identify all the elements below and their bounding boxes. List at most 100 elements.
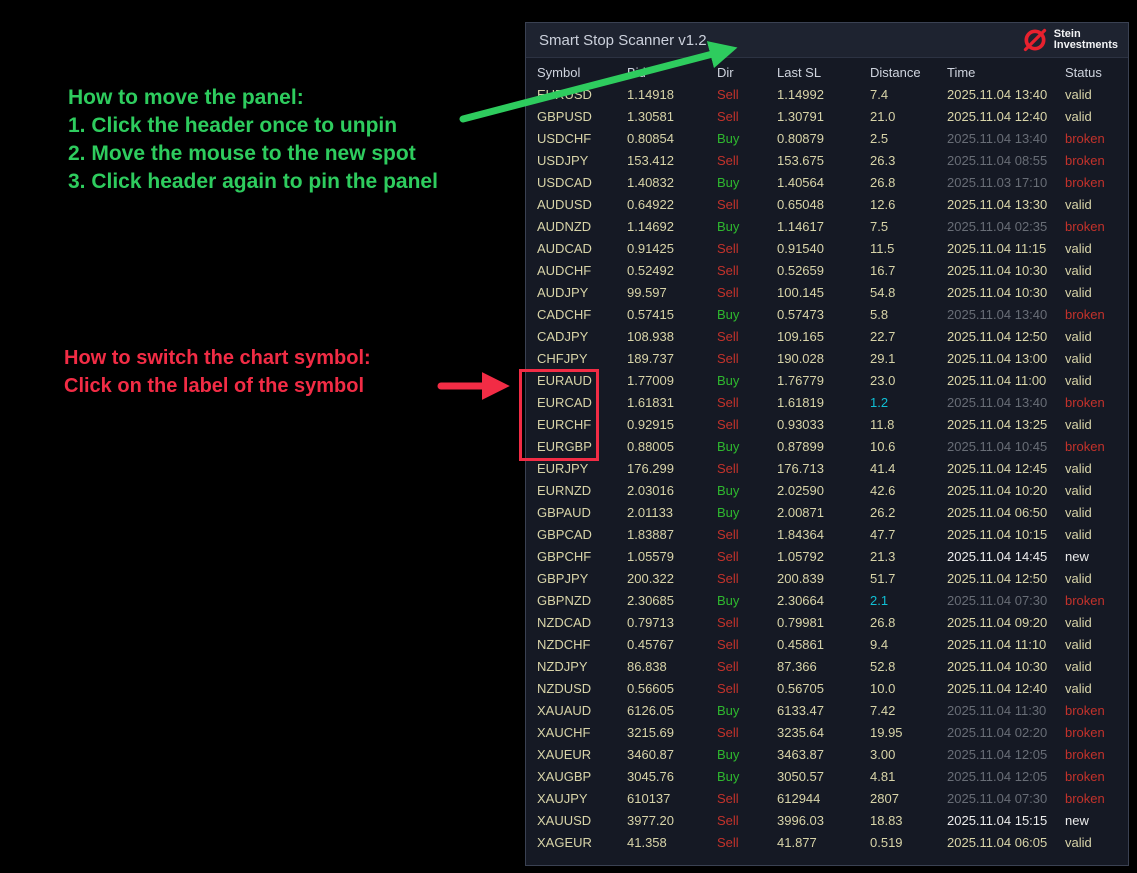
cell-dir: Sell [717,527,739,542]
panel-header[interactable]: Smart Stop Scanner v1.2 Stein Investment… [526,23,1128,58]
cell-symbol[interactable]: NZDJPY [537,659,588,674]
cell-status: broken [1065,593,1105,608]
table-row: AUDNZD 1.14692 Buy 1.14617 7.5 2025.11.04 02:… [526,216,1128,238]
cell-symbol[interactable]: XAUJPY [537,791,588,806]
cell-last-sl: 0.57473 [777,307,824,322]
cell-distance: 54.8 [870,285,896,300]
cell-dir: Sell [717,725,739,740]
column-header-distance: Distance [870,65,921,80]
move-panel-note: How to move the panel: 1. Click the head… [68,84,438,196]
cell-symbol[interactable]: EURCHF [537,417,592,432]
cell-distance: 21.0 [870,109,896,124]
cell-status: valid [1065,241,1092,256]
column-header-status: Status [1065,65,1102,80]
cell-time: 2025.11.04 11:15 [947,241,1047,256]
cell-status: valid [1065,505,1092,520]
note-line: Click on the label of the symbol [64,375,365,397]
cell-symbol[interactable]: GBPCHF [537,549,592,564]
cell-distance: 47.7 [870,527,896,542]
table-row: EURUSD 1.14918 Sell 1.14992 7.4 2025.11.04 13… [526,84,1128,106]
cell-symbol[interactable]: XAUEUR [537,747,592,762]
cell-symbol[interactable]: EURAUD [537,373,592,388]
cell-distance: 21.3 [870,549,896,564]
cell-symbol[interactable]: XAUCHF [537,725,591,740]
cell-status: broken [1065,747,1105,762]
cell-status: new [1065,549,1089,564]
cell-bid: 1.14692 [627,219,674,234]
cell-last-sl: 1.84364 [777,527,824,542]
cell-symbol[interactable]: AUDUSD [537,197,592,212]
cell-bid: 0.80854 [627,131,674,146]
cell-symbol[interactable]: EURUSD [537,87,592,102]
cell-symbol[interactable]: XAUAUD [537,703,592,718]
cell-time: 2025.11.04 10:45 [947,439,1048,454]
cell-symbol[interactable]: GBPNZD [537,593,592,608]
cell-bid: 6126.05 [627,703,674,718]
cell-time: 2025.11.04 06:50 [947,505,1048,520]
cell-distance: 1.2 [870,395,889,410]
cell-bid: 1.14918 [627,87,674,102]
cell-time: 2025.11.04 13:30 [947,197,1048,212]
cell-symbol[interactable]: GBPUSD [537,109,592,124]
brand-line2: Investments [1053,39,1118,51]
table-row: GBPAUD 2.01133 Buy 2.00871 26.2 2025.11.04 06… [526,502,1128,524]
table-row: XAUUSD 3977.20 Sell 3996.03 18.83 2025.11.04 … [526,810,1128,832]
cell-last-sl: 200.839 [777,571,824,586]
cell-symbol[interactable]: XAUGBP [537,769,592,784]
table-row: USDCAD 1.40832 Buy 1.40564 26.8 2025.11.03 17… [526,172,1128,194]
cell-time: 2025.11.04 14:45 [947,549,1048,564]
cell-time: 2025.11.04 12:50 [947,329,1048,344]
cell-bid: 3215.69 [627,725,674,740]
cell-symbol[interactable]: USDCHF [537,131,592,146]
cell-distance: 9.4 [870,637,889,652]
cell-symbol[interactable]: CHFJPY [537,351,588,366]
table-row: GBPCHF 1.05579 Sell 1.05792 21.3 2025.11.04 1… [526,546,1128,568]
cell-status: valid [1065,351,1092,366]
cell-symbol[interactable]: USDJPY [537,153,589,168]
table-row: GBPCAD 1.83887 Sell 1.84364 47.7 2025.11.04 1… [526,524,1128,546]
cell-dir: Sell [717,549,739,564]
cell-bid: 86.838 [627,659,667,674]
cell-bid: 2.03016 [627,483,674,498]
cell-dir: Buy [717,505,740,520]
table-row: XAUEUR 3460.87 Buy 3463.87 3.00 2025.11.04 12… [526,744,1128,766]
cell-symbol[interactable]: EURCAD [537,395,592,410]
cell-symbol[interactable]: GBPCAD [537,527,592,542]
cell-symbol[interactable]: XAGEUR [537,835,592,850]
cell-symbol[interactable]: AUDCAD [537,241,592,256]
cell-time: 2025.11.04 13:40 [947,87,1048,102]
table-row: XAUAUD 6126.05 Buy 6133.47 7.42 2025.11.04 11… [526,700,1128,722]
cell-time: 2025.11.04 13:40 [947,395,1048,410]
cell-symbol[interactable]: NZDUSD [537,681,592,696]
cell-symbol[interactable]: XAUUSD [537,813,592,828]
cell-symbol[interactable]: EURGBP [537,439,592,454]
cell-symbol[interactable]: USDCAD [537,175,592,190]
cell-symbol[interactable]: AUDJPY [537,285,589,300]
cell-symbol[interactable]: EURNZD [537,483,592,498]
cell-bid: 0.79713 [627,615,674,630]
cell-time: 2025.11.04 13:00 [947,351,1048,366]
cell-symbol[interactable]: EURJPY [537,461,589,476]
cell-dir: Buy [717,131,740,146]
cell-symbol[interactable]: AUDNZD [537,219,592,234]
cell-symbol[interactable]: NZDCAD [537,615,592,630]
cell-bid: 1.61831 [627,395,674,410]
cell-status: broken [1065,175,1105,190]
cell-distance: 51.7 [870,571,896,586]
cell-time: 2025.11.04 02:35 [947,219,1048,234]
table-row: AUDUSD 0.64922 Sell 0.65048 12.6 2025.11.04 1… [526,194,1128,216]
cell-status: valid [1065,835,1092,850]
note-line: 3. Click header again to pin the panel [68,170,438,193]
cell-symbol[interactable]: AUDCHF [537,263,592,278]
cell-bid: 2.01133 [627,505,674,520]
cell-symbol[interactable]: GBPJPY [537,571,589,586]
table-row: CHFJPY 189.737 Sell 190.028 29.1 2025.11.04 1… [526,348,1128,370]
cell-symbol[interactable]: NZDCHF [537,637,591,652]
cell-symbol[interactable]: CADJPY [537,329,589,344]
cell-symbol[interactable]: GBPAUD [537,505,591,520]
cell-status: valid [1065,483,1092,498]
cell-status: valid [1065,681,1092,696]
cell-bid: 0.45767 [627,637,674,652]
cell-time: 2025.11.04 11:30 [947,703,1047,718]
cell-symbol[interactable]: CADCHF [537,307,592,322]
